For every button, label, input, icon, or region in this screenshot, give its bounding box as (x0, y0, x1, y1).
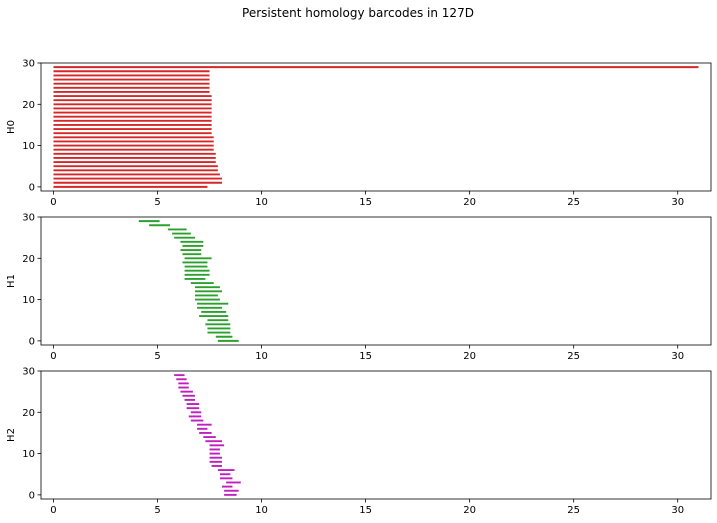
panel-h1: 0 5 10 15 20 25 30 0 10 20 30 H1 (6, 213, 712, 362)
x-tick-label: 25 (567, 505, 580, 516)
y-axis-label: H0 (6, 120, 17, 134)
x-tick-label: 15 (359, 197, 372, 208)
bars-h1 (138, 220, 239, 342)
x-tick-label: 20 (463, 351, 476, 362)
x-tick-label: 0 (50, 351, 56, 362)
y-tick-label: 10 (22, 141, 35, 152)
y-tick-label: 10 (22, 295, 35, 306)
y-tick-label: 0 (29, 182, 35, 193)
x-tick-label: 0 (50, 197, 56, 208)
y-axis-label: H2 (6, 428, 17, 442)
bars-h0 (53, 66, 699, 188)
x-tick-label: 30 (671, 197, 684, 208)
x-tick-label: 15 (359, 351, 372, 362)
y-tick-label: 20 (22, 100, 35, 111)
x-tick-label: 15 (359, 505, 372, 516)
axes-frame (40, 216, 712, 346)
y-tick-label: 0 (29, 490, 35, 501)
x-tick-label: 30 (671, 351, 684, 362)
panel-h2: 0 5 10 15 20 25 30 0 10 20 30 H2 (6, 367, 712, 516)
x-tick-label: 10 (255, 197, 268, 208)
axes-frame (40, 370, 712, 500)
x-tick-label: 5 (154, 505, 160, 516)
y-tick-label: 20 (22, 408, 35, 419)
x-tick-label: 30 (671, 505, 684, 516)
y-tick-label: 30 (22, 213, 35, 224)
x-tick-label: 5 (154, 197, 160, 208)
x-tick-label: 0 (50, 505, 56, 516)
x-tick-label: 10 (255, 351, 268, 362)
bars-h2 (174, 374, 241, 496)
y-tick-label: 10 (22, 449, 35, 460)
figure-title: Persistent homology barcodes in 127D (242, 6, 474, 20)
y-tick-label: 20 (22, 254, 35, 265)
x-tick-label: 20 (463, 505, 476, 516)
y-tick-label: 30 (22, 367, 35, 378)
y-axis-label: H1 (6, 274, 17, 288)
panel-h0: 0 5 10 15 20 25 30 0 10 20 30 H0 (6, 59, 712, 208)
x-tick-label: 10 (255, 505, 268, 516)
x-tick-label: 5 (154, 351, 160, 362)
panels: 0 5 10 15 20 25 30 0 10 20 30 H0 0 5 10 15 20 25 30 0 10 20 30… (6, 59, 712, 516)
x-tick-label: 25 (567, 351, 580, 362)
axes-frame (40, 62, 712, 192)
x-tick-label: 25 (567, 197, 580, 208)
y-tick-label: 30 (22, 59, 35, 70)
y-tick-label: 0 (29, 336, 35, 347)
x-tick-label: 20 (463, 197, 476, 208)
